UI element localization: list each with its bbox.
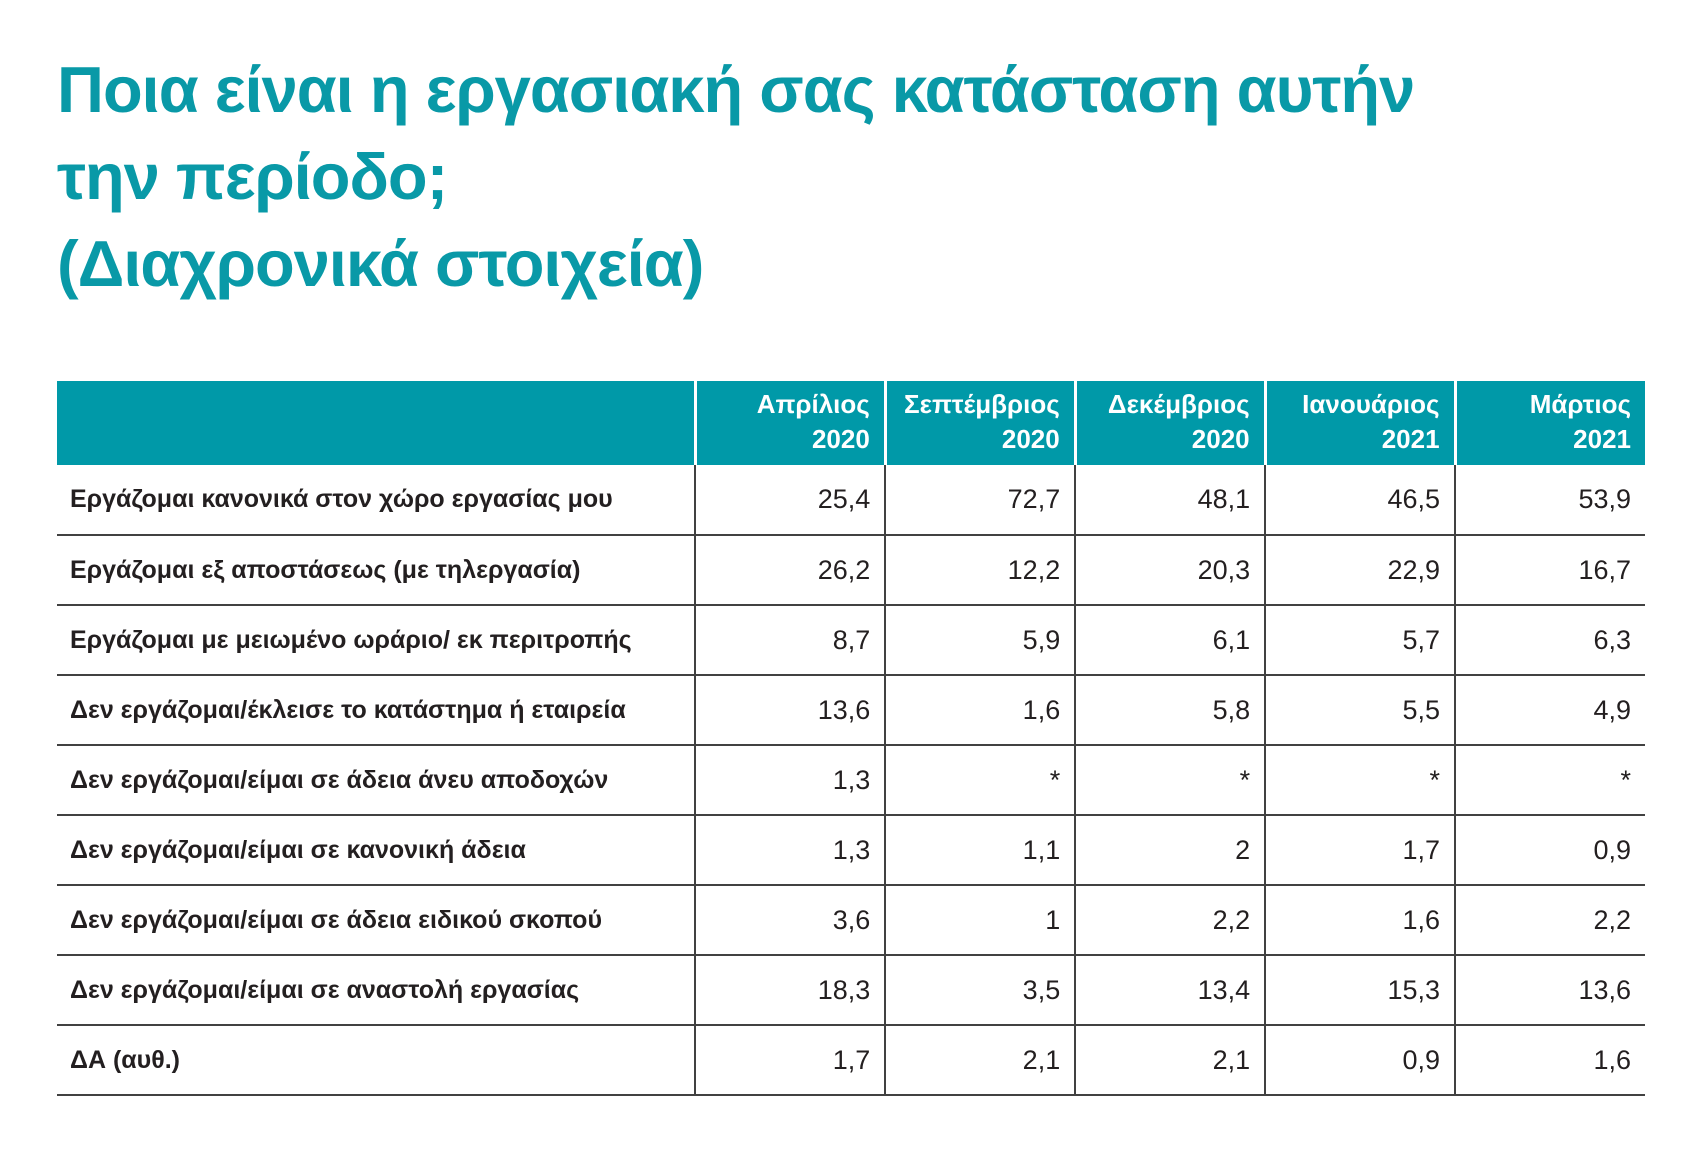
value-cell: 72,7 [884,465,1076,536]
header-month: Ιανουάριος [1302,389,1440,419]
value-cell: * [1454,745,1645,816]
value-cell: 2,2 [1074,885,1266,956]
value-cell: 46,5 [1264,465,1456,536]
value-cell: 2,2 [1454,885,1645,956]
data-table: Απρίλιος 2020 Σεπτέμβριος 2020 Δεκέμβριο… [57,381,1645,1096]
value-cell: 53,9 [1454,465,1645,536]
value-cell: 0,9 [1454,815,1645,886]
table-row: Δεν εργάζομαι/έκλεισε το κατάστημα ή ετα… [57,675,1645,746]
value-cell: 5,5 [1264,675,1456,746]
value-cell: 2,1 [1074,1025,1266,1096]
value-cell: 1 [884,885,1076,956]
value-cell: 3,5 [884,955,1076,1026]
header-year: 2020 [1001,424,1060,454]
value-cell: 0,9 [1264,1025,1456,1096]
value-cell: 6,3 [1454,605,1645,676]
value-cell: 25,4 [694,465,886,536]
header-month: Μάρτιος [1529,389,1631,419]
value-cell: 5,9 [884,605,1076,676]
row-label: ΔΑ (αυθ.) [57,1025,696,1096]
table-row: Δεν εργάζομαι/είμαι σε άδεια άνευ αποδοχ… [57,745,1645,816]
page: Ποια είναι η εργασιακή σας κατάσταση αυτ… [57,46,1645,1096]
value-cell: 22,9 [1264,535,1456,606]
value-cell: 13,6 [694,675,886,746]
value-cell: 1,6 [1454,1025,1645,1096]
value-cell: 1,6 [884,675,1076,746]
row-label: Εργάζομαι κανονικά στον χώρο εργασίας μο… [57,465,696,536]
table-row: Εργάζομαι κανονικά στον χώρο εργασίας μο… [57,465,1645,536]
value-cell: 1,1 [884,815,1076,886]
value-cell: * [1074,745,1266,816]
table-row: Δεν εργάζομαι/είμαι σε αναστολή εργασίας… [57,955,1645,1026]
value-cell: 12,2 [884,535,1076,606]
value-cell: 13,6 [1454,955,1645,1026]
page-title: Ποια είναι η εργασιακή σας κατάσταση αυτ… [57,46,1645,307]
value-cell: 3,6 [694,885,886,956]
value-cell: 1,3 [694,745,886,816]
value-cell: 18,3 [694,955,886,1026]
header-month: Δεκέμβριος [1107,389,1250,419]
header-cell-january-2021: Ιανουάριος 2021 [1263,381,1456,465]
header-month: Απρίλιος [756,389,870,419]
value-cell: 1,6 [1264,885,1456,956]
value-cell: 5,8 [1074,675,1266,746]
header-cell-april-2020: Απρίλιος 2020 [693,381,886,465]
table-row: Εργάζομαι εξ αποστάσεως (με τηλεργασία) … [57,535,1645,606]
value-cell: 1,7 [1264,815,1456,886]
value-cell: 13,4 [1074,955,1266,1026]
header-month: Σεπτέμβριος [904,389,1060,419]
value-cell: 16,7 [1454,535,1645,606]
value-cell: 1,7 [694,1025,886,1096]
header-year: 2020 [811,424,870,454]
value-cell: 48,1 [1074,465,1266,536]
table-row: Δεν εργάζομαι/είμαι σε κανονική άδεια 1,… [57,815,1645,886]
table-header-row: Απρίλιος 2020 Σεπτέμβριος 2020 Δεκέμβριο… [57,381,1645,465]
value-cell: 2 [1074,815,1266,886]
row-label: Δεν εργάζομαι/έκλεισε το κατάστημα ή ετα… [57,675,696,746]
value-cell: 6,1 [1074,605,1266,676]
header-cell-december-2020: Δεκέμβριος 2020 [1073,381,1266,465]
title-line-1: Ποια είναι η εργασιακή σας κατάσταση αυτ… [57,53,1415,126]
header-year: 2021 [1573,424,1631,454]
value-cell: 15,3 [1264,955,1456,1026]
table-row: Δεν εργάζομαι/είμαι σε άδεια ειδικού σκο… [57,885,1645,956]
title-line-3: (Διαχρονικά στοιχεία) [57,227,704,300]
value-cell: * [884,745,1076,816]
value-cell: 20,3 [1074,535,1266,606]
title-line-2: την περίοδο; [57,140,448,213]
value-cell: 5,7 [1264,605,1456,676]
row-label: Δεν εργάζομαι/είμαι σε αναστολή εργασίας [57,955,696,1026]
table-row: Εργάζομαι με μειωμένο ωράριο/ εκ περιτρο… [57,605,1645,676]
row-label: Δεν εργάζομαι/είμαι σε άδεια άνευ αποδοχ… [57,745,696,816]
header-cell-september-2020: Σεπτέμβριος 2020 [883,381,1076,465]
value-cell: * [1264,745,1456,816]
value-cell: 8,7 [694,605,886,676]
table-row: ΔΑ (αυθ.) 1,7 2,1 2,1 0,9 1,6 [57,1025,1645,1096]
row-label: Δεν εργάζομαι/είμαι σε άδεια ειδικού σκο… [57,885,696,956]
row-label: Δεν εργάζομαι/είμαι σε κανονική άδεια [57,815,696,886]
row-label: Εργάζομαι εξ αποστάσεως (με τηλεργασία) [57,535,696,606]
header-cell-march-2021: Μάρτιος 2021 [1453,381,1645,465]
value-cell: 4,9 [1454,675,1645,746]
row-label: Εργάζομαι με μειωμένο ωράριο/ εκ περιτρο… [57,605,696,676]
value-cell: 1,3 [694,815,886,886]
header-empty-cell [57,381,696,465]
header-year: 2020 [1191,424,1250,454]
value-cell: 26,2 [694,535,886,606]
value-cell: 2,1 [884,1025,1076,1096]
header-year: 2021 [1381,424,1440,454]
